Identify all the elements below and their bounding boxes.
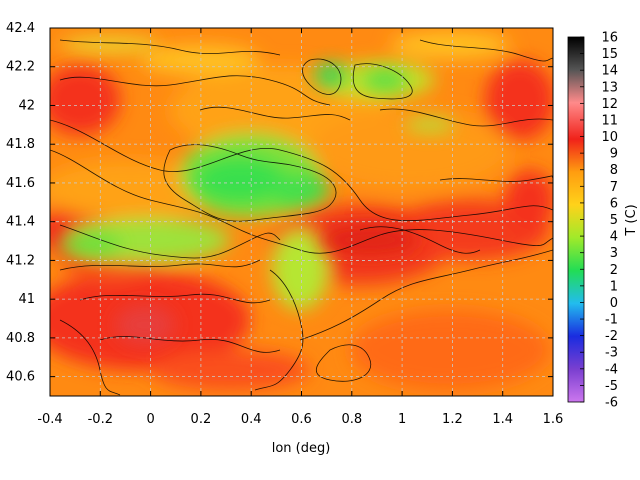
y-tick-label: 41.2 <box>6 253 35 268</box>
colorbar-tick-label: 10 <box>601 130 618 145</box>
x-tick-label: 0.4 <box>241 412 262 427</box>
x-tick-label: 0 <box>146 412 154 427</box>
colorbar-tick-label: 12 <box>601 97 618 112</box>
colorbar-tick-label: 8 <box>610 163 618 178</box>
x-tick-label: -0.2 <box>88 412 113 427</box>
colorbar-tick-label: 2 <box>610 263 618 278</box>
colorbar-tick-label: -3 <box>605 346 618 361</box>
y-tick-label: 41.6 <box>6 176 35 191</box>
colorbar-label: T (C) <box>624 204 639 236</box>
y-tick-label: 40.8 <box>6 331 35 346</box>
colorbar-tick-label: 14 <box>601 64 618 79</box>
plot-grid <box>50 28 553 396</box>
colorbar-tick-label: 9 <box>610 147 618 162</box>
colorbar-tick-label: 16 <box>601 31 618 46</box>
x-axis-label: lon (deg) <box>272 441 331 456</box>
colorbar-tick-label: 1 <box>610 279 618 294</box>
colorbar-tick-label: 13 <box>601 80 618 95</box>
y-tick-label: 42.4 <box>6 21 35 36</box>
colorbar-tick-label: 6 <box>610 196 618 211</box>
colorbar-tick-label: 4 <box>610 230 618 245</box>
x-tick-label: 1.6 <box>543 412 564 427</box>
x-tick-label: 0.6 <box>291 412 312 427</box>
x-tick-label: -0.4 <box>37 412 62 427</box>
colorbar-tick-label: -1 <box>605 313 618 328</box>
colorbar-tick-label: 11 <box>601 113 618 128</box>
temperature-field <box>50 28 553 396</box>
y-tick-label: 42 <box>18 98 35 113</box>
colorbar-tick-label: -5 <box>605 379 618 394</box>
x-tick-label: 1.4 <box>492 412 513 427</box>
x-axis-ticks: -0.4 -0.2 0 0.2 0.4 0.6 0.8 1 1.2 1.4 1.6 <box>37 28 563 427</box>
colorbar-tick-label: 5 <box>610 213 618 228</box>
colorbar-tick-label: 3 <box>610 246 618 261</box>
y-tick-label: 42.2 <box>6 60 35 75</box>
y-tick-label: 41 <box>18 292 35 307</box>
colorbar-tick-label: 7 <box>610 180 618 195</box>
colorbar-tick-label: -4 <box>605 362 618 377</box>
y-tick-label: 41.4 <box>6 215 35 230</box>
x-tick-label: 1 <box>398 412 406 427</box>
contour-lines <box>50 39 553 396</box>
colorbar-tick-label: 0 <box>610 296 618 311</box>
y-tick-label: 41.8 <box>6 137 35 152</box>
y-axis-ticks: 40.6 40.8 41 41.2 41.4 41.6 41.8 42 42.2 42.4 <box>6 21 553 385</box>
colorbar-tick-label: 15 <box>601 47 618 62</box>
x-tick-label: 0.8 <box>341 412 362 427</box>
x-tick-label: 1.2 <box>442 412 463 427</box>
colorbar-tick-label: -2 <box>605 329 618 344</box>
x-tick-label: 0.2 <box>191 412 212 427</box>
y-tick-label: 40.6 <box>6 370 35 385</box>
colorbar-tick-label: -6 <box>605 396 618 411</box>
